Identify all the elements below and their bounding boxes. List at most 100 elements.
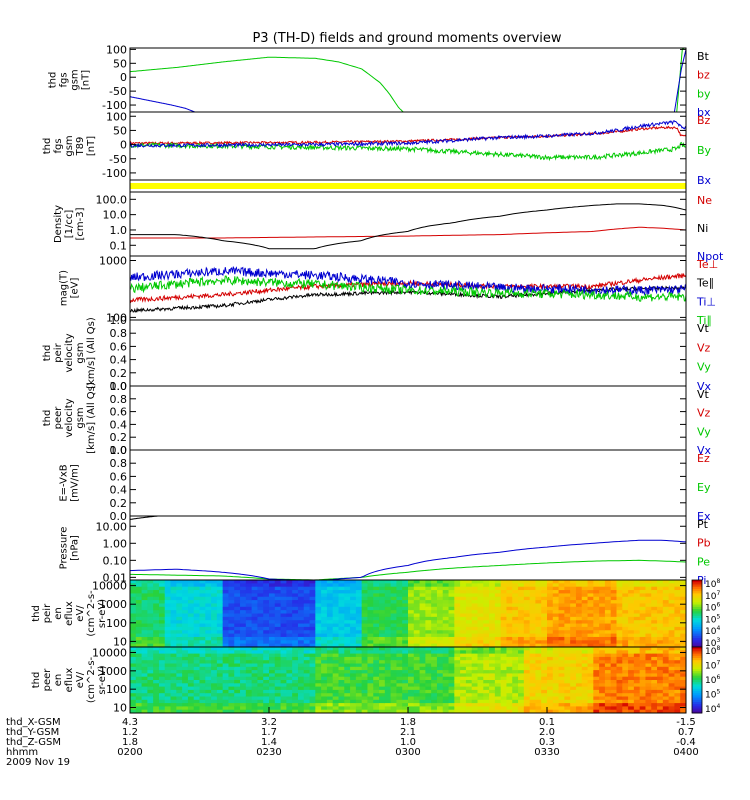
heatmap-cell: [599, 626, 606, 631]
heatmap-cell: [280, 647, 287, 651]
heatmap-cell: [384, 650, 392, 655]
heatmap-cell: [662, 640, 670, 645]
heatmap-cell: [390, 676, 398, 681]
heatmap-cell: [413, 613, 421, 618]
heatmap-cell: [552, 636, 560, 641]
heatmap-cell: [552, 683, 560, 688]
heatmap-cell: [552, 596, 560, 601]
heatmap-cell: [338, 693, 345, 698]
heatmap-cell: [240, 600, 247, 605]
heatmap-cell: [251, 693, 259, 698]
heatmap-cell: [170, 586, 177, 591]
heatmap-cell: [147, 706, 154, 711]
heatmap-cell: [199, 606, 206, 611]
heatmap-cell: [251, 663, 259, 668]
heatmap-cell: [332, 613, 340, 618]
heatmap-cell: [286, 626, 293, 631]
heatmap-cell: [581, 596, 589, 601]
heatmap-cell: [170, 703, 177, 707]
heatmap-cell: [413, 603, 421, 608]
heatmap-cell: [367, 583, 374, 588]
heatmap-cell: [506, 590, 513, 594]
heatmap-cell: [500, 613, 508, 618]
heatmap-cell: [558, 696, 565, 701]
heatmap-cell: [193, 593, 201, 598]
heatmap-cell: [477, 610, 484, 615]
heatmap-cell: [309, 620, 316, 625]
legend-entry: Bx: [697, 174, 712, 187]
heatmap-cell: [158, 580, 166, 584]
x-time-label: 0200: [117, 747, 142, 758]
heatmap-cell: [361, 676, 369, 681]
heatmap-cell: [431, 593, 438, 598]
heatmap-cell: [274, 706, 282, 711]
heatmap-cell: [187, 689, 195, 694]
heatmap-cell: [564, 647, 571, 651]
heatmap-cell: [269, 636, 276, 641]
heatmap-cell: [193, 670, 201, 674]
heatmap-cell: [338, 626, 345, 631]
heatmap-cell: [297, 630, 305, 635]
heatmap-cell: [552, 643, 560, 647]
heatmap-cell: [680, 610, 686, 615]
heatmap-cell: [338, 680, 345, 684]
heatmap-cell: [379, 656, 386, 661]
heatmap-cell: [436, 680, 444, 684]
heatmap-cell: [489, 706, 496, 711]
heatmap-cell: [269, 653, 276, 658]
heatmap-cell: [587, 626, 594, 631]
heatmap-cell: [413, 709, 421, 713]
heatmap-cell: [216, 640, 224, 645]
heatmap-cell: [344, 620, 351, 625]
heatmap-cell: [384, 663, 392, 668]
panel-frame: [129, 385, 687, 451]
heatmap-cell: [442, 693, 450, 698]
heatmap-cell: [286, 696, 293, 701]
heatmap-cell: [599, 706, 606, 711]
heatmap-cell: [205, 673, 212, 678]
heatmap-cell: [326, 600, 334, 605]
heatmap-cell: [257, 590, 264, 594]
heatmap-cell: [222, 683, 230, 688]
heatmap-cell: [164, 643, 172, 647]
heatmap-cell: [454, 633, 461, 638]
heatmap-cell: [523, 666, 531, 671]
heatmap-cell: [228, 603, 235, 608]
heatmap-cell: [662, 610, 670, 615]
heatmap-cell: [222, 640, 230, 645]
heatmap-cell: [494, 699, 502, 704]
heatmap-cell: [465, 686, 473, 691]
heatmap-cell: [257, 656, 264, 661]
heatmap-cell: [471, 610, 479, 615]
heatmap-cell: [286, 647, 293, 651]
heatmap-cell: [662, 600, 670, 605]
colorbar-tick-label: 106: [705, 602, 720, 614]
heatmap-cell: [367, 706, 374, 711]
heatmap-cell: [651, 640, 658, 645]
heatmap-cell: [396, 693, 403, 698]
heatmap-cell: [309, 616, 316, 621]
heatmap-cell: [361, 616, 369, 621]
heatmap-cell: [130, 593, 137, 598]
heatmap-cell: [489, 626, 496, 631]
heatmap-cell: [402, 636, 409, 641]
heatmap-cell: [309, 683, 316, 688]
heatmap-cell: [153, 613, 160, 618]
heatmap-cell: [633, 580, 641, 584]
heatmap-cell: [645, 686, 652, 691]
y-axis-label: fgs: [53, 138, 64, 153]
heatmap-cell: [662, 683, 670, 688]
series-Bx: [130, 120, 686, 149]
heatmap-cell: [240, 616, 247, 621]
heatmap-cell: [489, 593, 496, 598]
heatmap-cell: [610, 583, 618, 588]
heatmap-cell: [211, 650, 218, 655]
heatmap-cell: [575, 620, 583, 625]
heatmap-cell: [639, 686, 647, 691]
heatmap-cell: [158, 600, 166, 605]
colorbar-segment: [692, 631, 702, 635]
heatmap-cell: [419, 686, 426, 691]
heatmap-cell: [529, 653, 537, 658]
heatmap-cell: [326, 593, 334, 598]
heatmap-cell: [465, 673, 473, 678]
